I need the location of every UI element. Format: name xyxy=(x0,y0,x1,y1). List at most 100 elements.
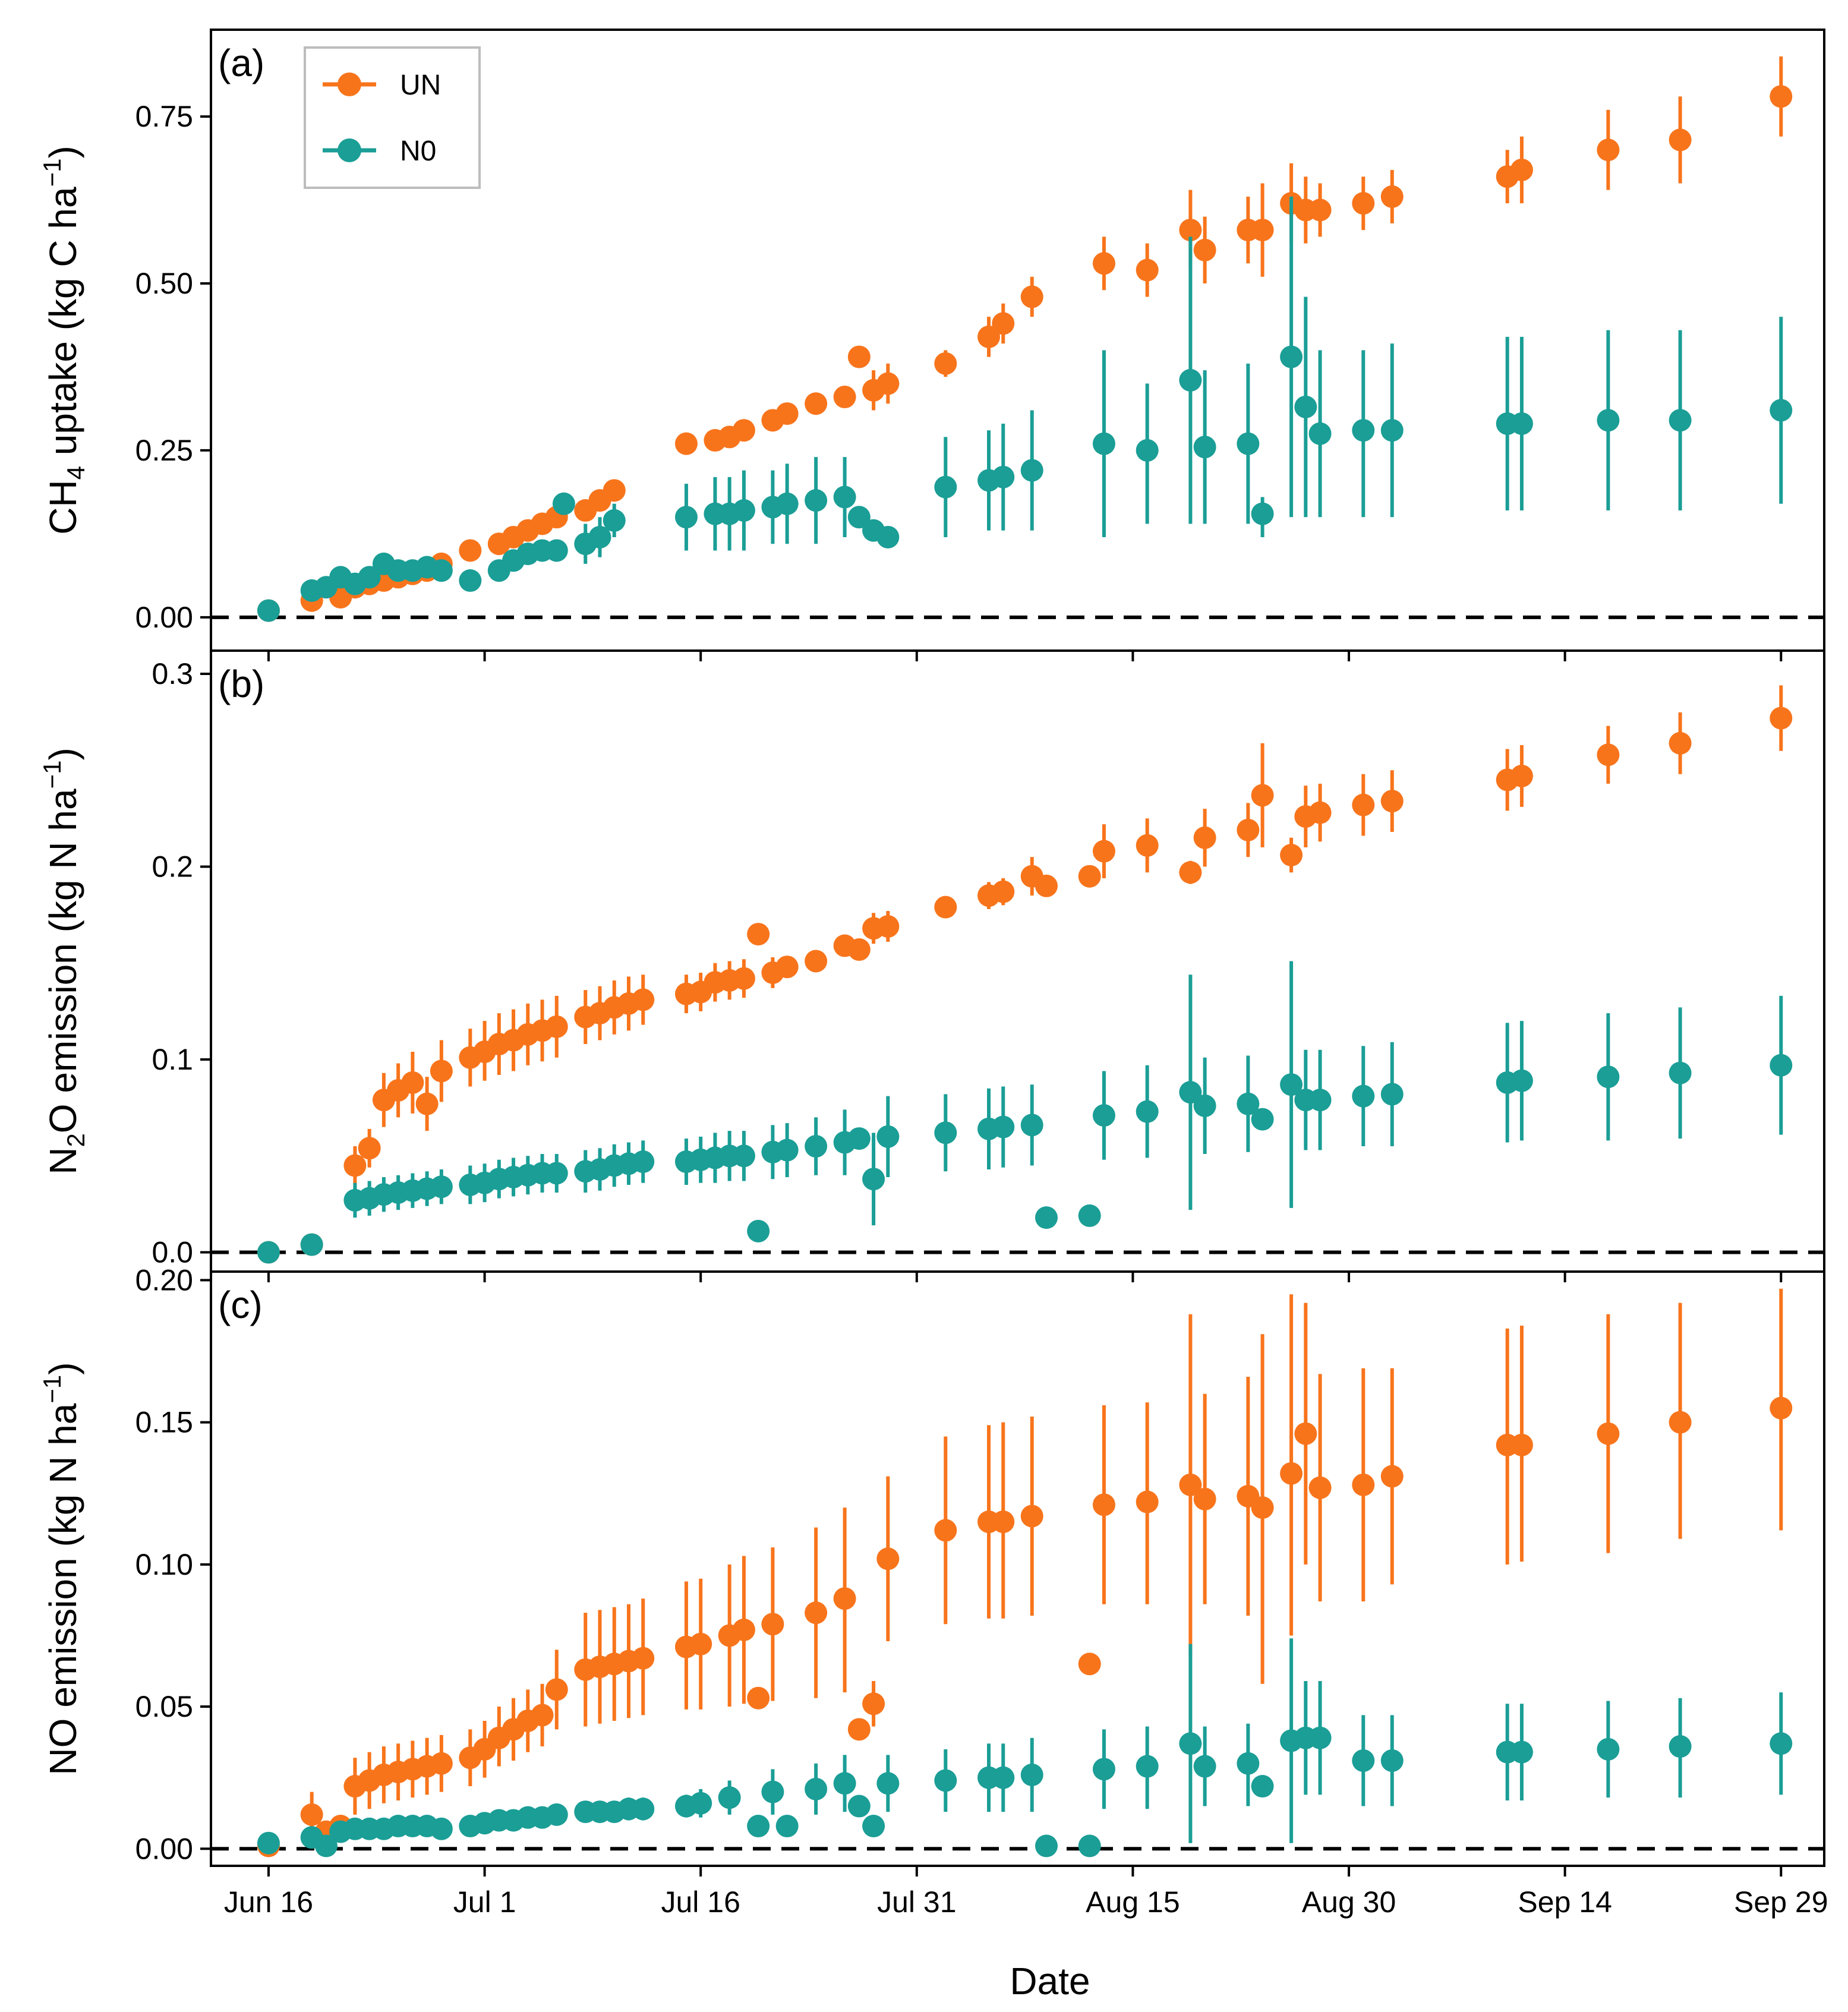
y-axis-title-superscript: −1 xyxy=(38,1375,66,1404)
data-point-n0 xyxy=(775,492,799,515)
x-tick-label: Jul 16 xyxy=(661,1885,740,1919)
data-point-un xyxy=(747,1686,770,1710)
data-point-un xyxy=(1020,285,1043,308)
data-point-n0 xyxy=(1179,1081,1202,1104)
data-point-n0 xyxy=(545,1803,568,1826)
data-point-un xyxy=(1380,1465,1404,1488)
data-point-un xyxy=(1251,219,1274,242)
data-point-un xyxy=(1352,1473,1375,1496)
data-point-n0 xyxy=(1352,419,1375,442)
data-point-un xyxy=(1352,793,1375,816)
data-point-n0 xyxy=(1179,1732,1202,1755)
data-point-n0 xyxy=(1020,1114,1043,1137)
legend-box xyxy=(304,46,481,189)
y-axis-title-subscript: 2 xyxy=(62,1133,90,1147)
data-point-un xyxy=(775,955,799,979)
data-point-un xyxy=(632,1647,655,1670)
legend-label-n0: N0 xyxy=(400,135,436,167)
data-point-n0 xyxy=(847,1795,871,1818)
data-point-n0 xyxy=(1193,1094,1216,1117)
data-point-n0 xyxy=(747,1815,770,1838)
y-axis-title-text: O emission (kg N ha xyxy=(42,789,84,1133)
data-point-n0 xyxy=(1237,432,1260,455)
data-point-un xyxy=(1510,158,1533,181)
data-point-n0 xyxy=(632,1150,655,1174)
data-point-n0 xyxy=(430,1817,453,1840)
x-axis-title: Date xyxy=(1010,1960,1090,2002)
data-point-un xyxy=(1308,1476,1332,1499)
data-point-n0 xyxy=(545,539,568,562)
data-point-un xyxy=(934,352,957,375)
data-point-n0 xyxy=(992,1115,1015,1139)
series-un xyxy=(257,1288,1793,1858)
data-point-n0 xyxy=(747,1219,770,1242)
y-tick-label: 0.10 xyxy=(135,1548,193,1581)
data-point-n0 xyxy=(805,1135,828,1158)
data-point-n0 xyxy=(876,1125,900,1148)
legend-label-un: UN xyxy=(400,70,441,101)
data-point-n0 xyxy=(689,1792,712,1815)
data-point-un xyxy=(847,345,871,368)
y-tick-label: 0.50 xyxy=(135,267,193,300)
data-point-n0 xyxy=(1510,412,1533,435)
data-point-un xyxy=(1770,707,1793,730)
panel-3: 0.00 0.05 0.10 0.15 0.20 (c) NO emission (kg N… xyxy=(38,1263,1825,1877)
y-tick-label: 0.05 xyxy=(135,1690,193,1723)
data-point-n0 xyxy=(761,1780,784,1803)
data-point-n0 xyxy=(1136,439,1159,462)
data-point-n0 xyxy=(1136,1755,1159,1778)
data-point-n0 xyxy=(1078,1204,1101,1227)
data-point-un xyxy=(545,1015,568,1038)
data-point-un xyxy=(1136,258,1159,282)
data-point-un xyxy=(1136,834,1159,857)
data-point-un xyxy=(1294,1422,1317,1445)
data-point-n0 xyxy=(1669,409,1692,432)
data-point-n0 xyxy=(1237,1752,1260,1775)
data-point-un xyxy=(1669,128,1692,152)
data-point-un xyxy=(358,1137,381,1160)
data-point-n0 xyxy=(1020,459,1043,482)
data-point-un xyxy=(1380,790,1404,813)
data-point-n0 xyxy=(1193,1755,1216,1778)
data-point-n0 xyxy=(862,1815,885,1838)
data-point-n0 xyxy=(1179,368,1202,392)
data-point-un xyxy=(1078,865,1101,888)
panel-tag: (c) xyxy=(218,1283,263,1326)
y-axis-title-superscript: −1 xyxy=(38,761,66,789)
data-point-un xyxy=(992,1510,1015,1534)
data-point-n0 xyxy=(847,506,871,529)
series-un xyxy=(257,685,1793,1264)
data-point-un xyxy=(862,1692,885,1715)
data-point-n0 xyxy=(1078,1834,1101,1858)
y-axis-title-text: uptake (kg C ha xyxy=(42,187,84,466)
x-tick-label: Aug 30 xyxy=(1302,1885,1396,1919)
x-axis: Jun 16 Jul 1 Jul 16 Jul 31 Aug 15 Aug 30 Sep 1… xyxy=(224,1885,1828,1919)
panels: 0.000.250.500.75(a)CH4 uptake (kg C ha−1… xyxy=(38,29,1825,1877)
y-tick-label: 0.1 xyxy=(152,1043,193,1076)
data-point-n0 xyxy=(459,569,482,592)
legend-marker-un xyxy=(338,72,361,96)
data-point-n0 xyxy=(805,489,828,512)
data-point-n0 xyxy=(1380,1749,1404,1772)
data-point-un xyxy=(1179,1473,1202,1496)
data-point-un xyxy=(1380,185,1404,208)
data-point-n0 xyxy=(934,1121,957,1144)
x-tick-label: Sep 14 xyxy=(1518,1885,1612,1919)
data-point-un xyxy=(1237,818,1260,841)
data-point-n0 xyxy=(257,1241,280,1264)
data-point-n0 xyxy=(1380,1083,1404,1106)
data-point-un xyxy=(1092,252,1115,275)
data-point-n0 xyxy=(1280,1073,1303,1096)
data-point-n0 xyxy=(1352,1749,1375,1772)
data-point-n0 xyxy=(1597,1065,1620,1089)
data-point-n0 xyxy=(1092,432,1115,455)
data-point-n0 xyxy=(1510,1069,1533,1092)
y-axis-title: NO emission (kg N ha−1) xyxy=(38,1362,84,1775)
data-point-un xyxy=(847,938,871,961)
y-tick-label: 0.20 xyxy=(135,1263,193,1297)
data-point-un xyxy=(430,1752,453,1775)
data-point-n0 xyxy=(1597,1737,1620,1761)
data-point-n0 xyxy=(632,1797,655,1821)
data-point-n0 xyxy=(1669,1061,1692,1084)
